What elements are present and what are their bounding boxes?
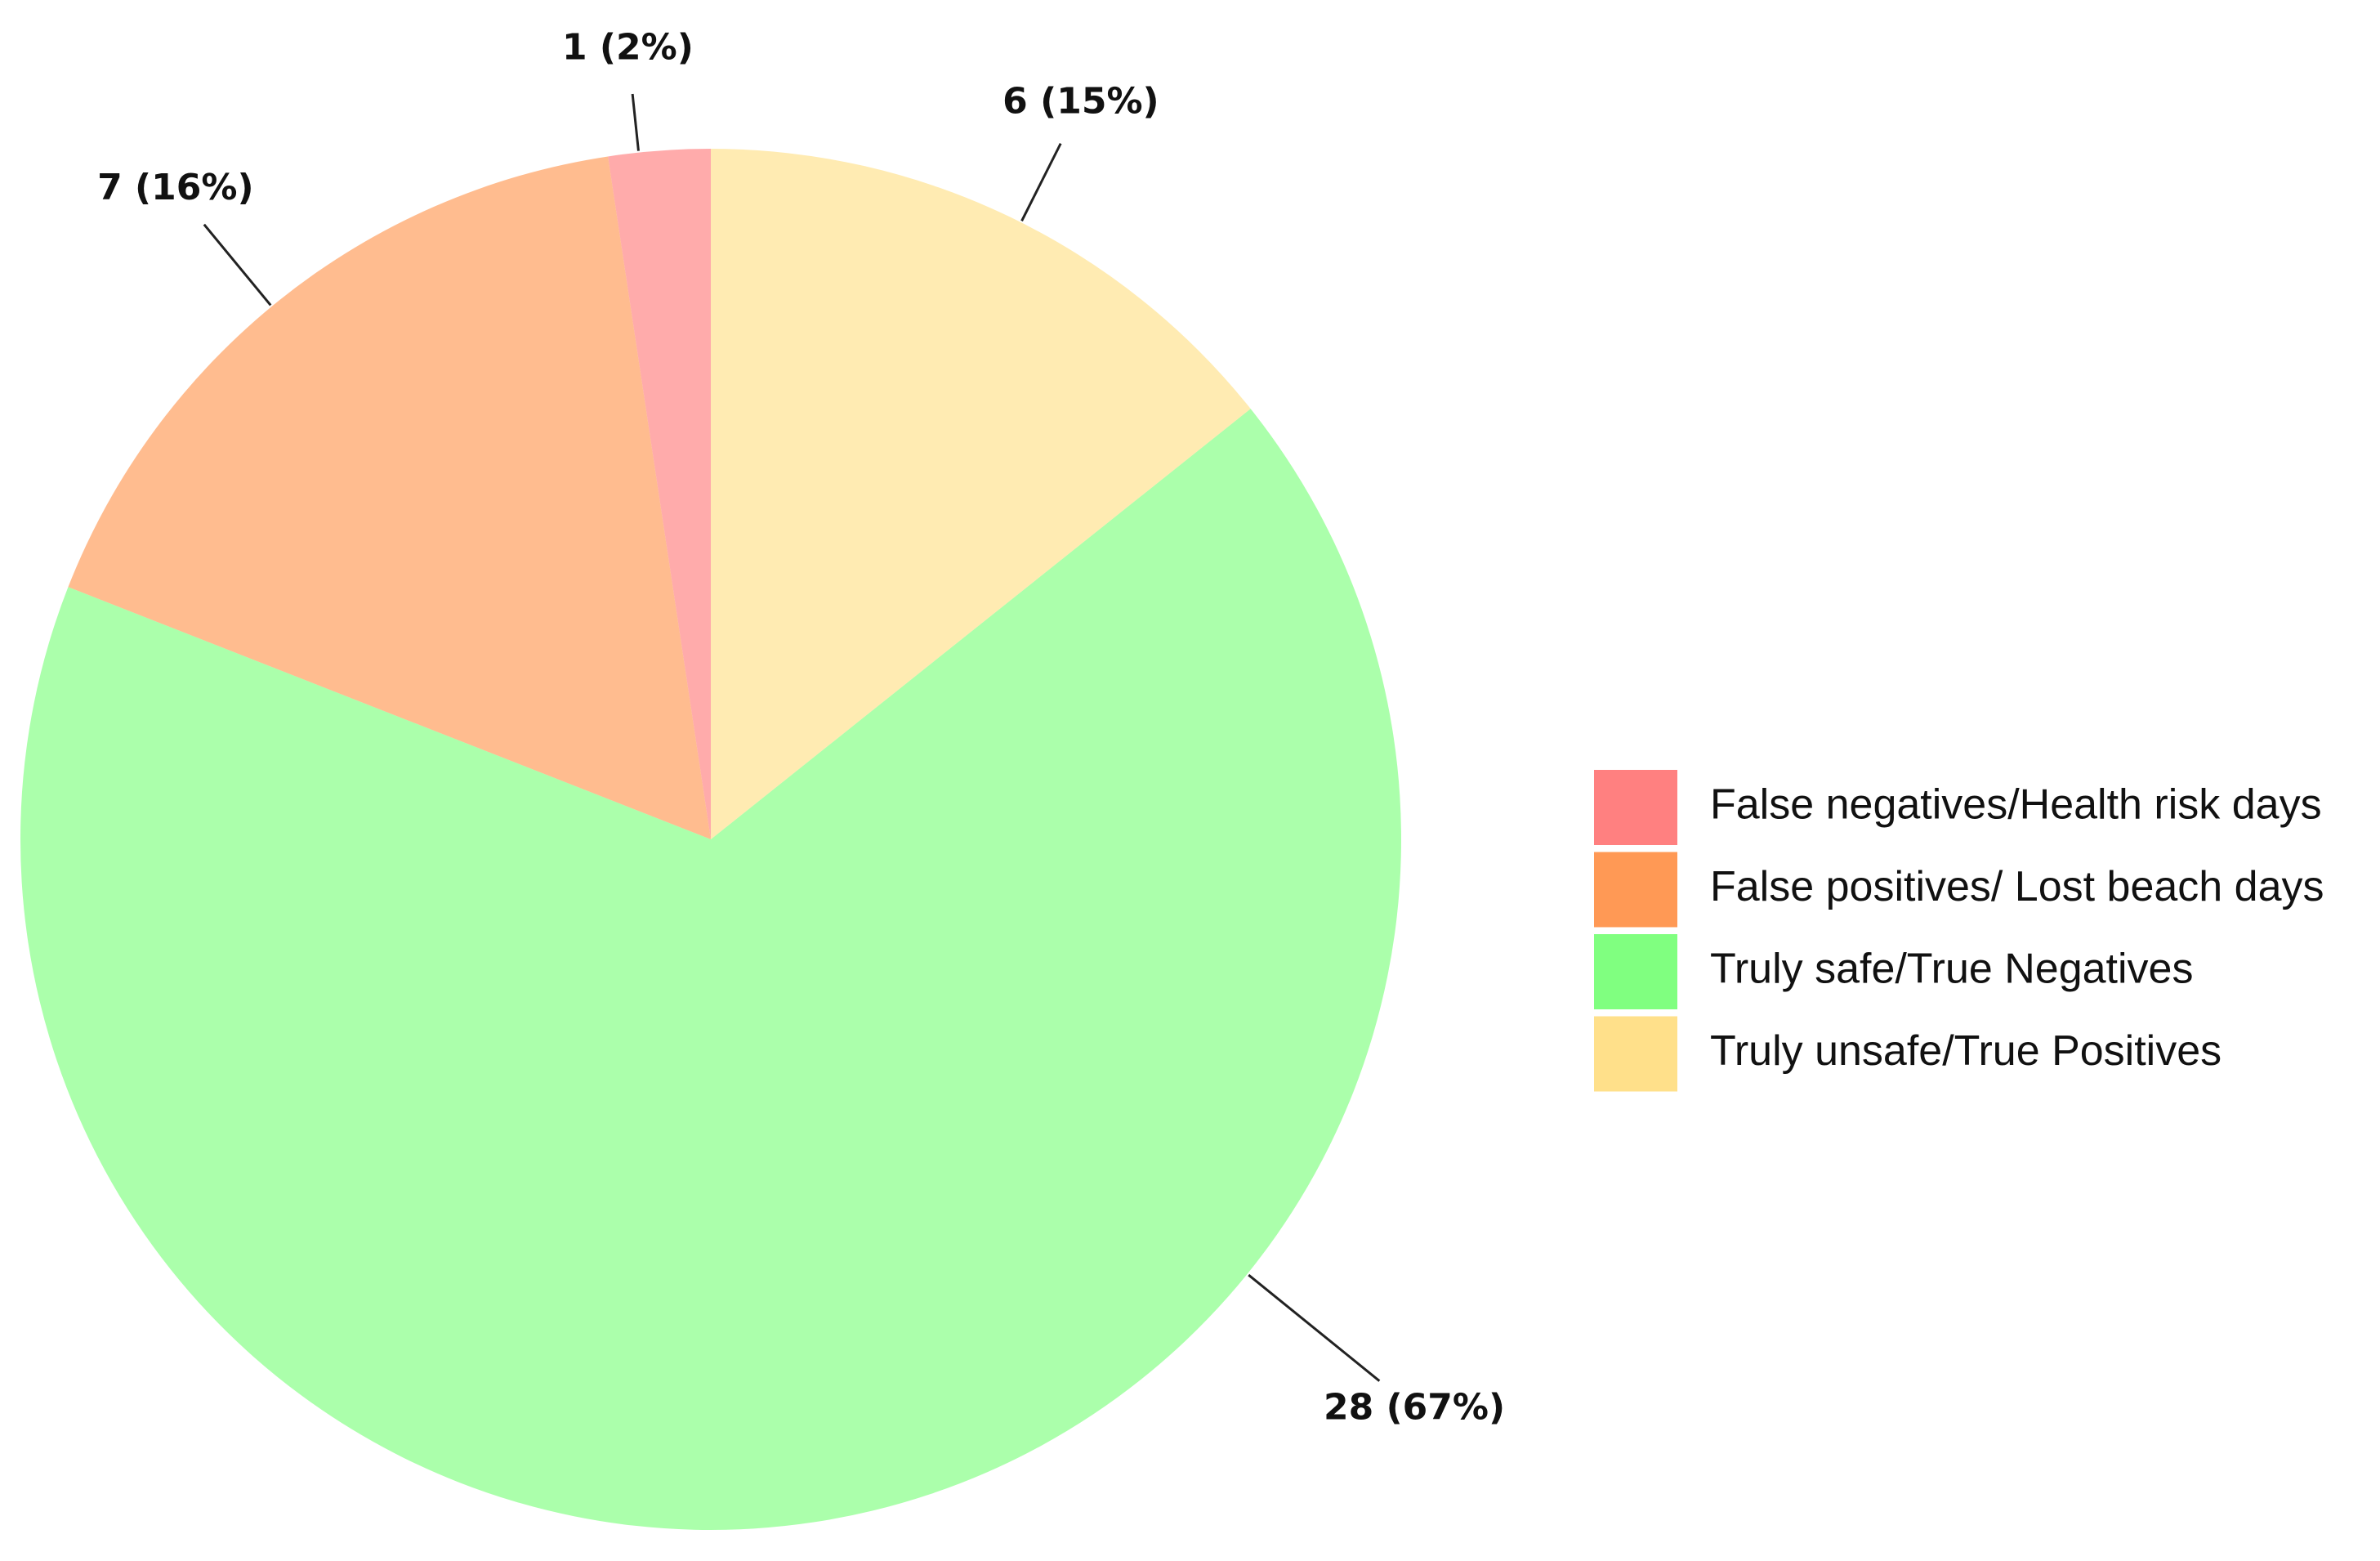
legend-label: Truly unsafe/True Positives	[1710, 1027, 2221, 1075]
pie-slice	[68, 156, 711, 839]
data-label: 6 (15%)	[1002, 80, 1159, 122]
leader-line	[1248, 1273, 1381, 1382]
legend-swatch	[1594, 770, 1677, 845]
pie-slice	[20, 409, 1402, 1531]
data-label: 1 (2%)	[562, 26, 694, 68]
leader-line	[1020, 142, 1062, 221]
legend-swatch	[1594, 1016, 1677, 1092]
legend-label: False negatives/Health risk days	[1710, 781, 2322, 829]
leader-line	[631, 93, 640, 151]
pie-slice	[711, 149, 1251, 839]
legend-swatch	[1594, 934, 1677, 1009]
legend-label: False positives/ Lost beach days	[1710, 863, 2324, 910]
legend-swatch	[1594, 852, 1677, 928]
data-label: 7 (16%)	[97, 167, 253, 208]
legend-label: Truly safe/True Negatives	[1710, 946, 2193, 993]
leader-line	[203, 223, 272, 306]
data-label: 28 (67%)	[1324, 1386, 1505, 1428]
pie-slice	[608, 149, 711, 839]
